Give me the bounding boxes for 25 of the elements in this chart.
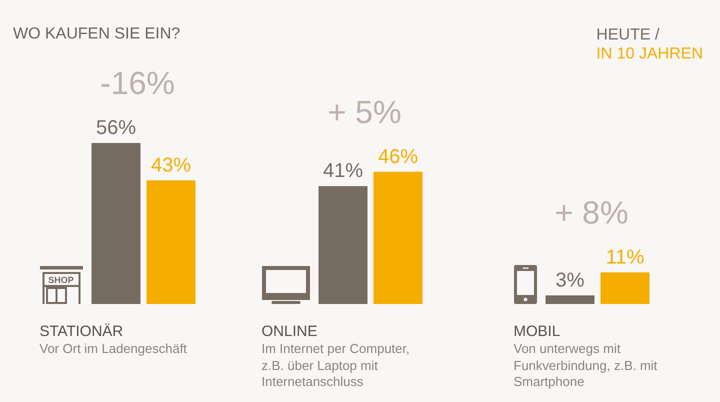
chart-title: WO KAUFEN SIE EIN? [13, 26, 180, 42]
bar [600, 272, 650, 304]
text: Vor Ort im Ladengeschäft [40, 341, 187, 358]
text: -16% [100, 65, 175, 101]
bar [318, 186, 368, 304]
x-tick-label: STATIONÄR [40, 323, 124, 340]
data-label: 41% [322, 160, 364, 182]
bar [92, 143, 140, 304]
x-tick-label: MOBIL [514, 323, 560, 340]
annotation: SHOP [48, 274, 74, 284]
data-label: 46% [378, 146, 418, 168]
x-tick-label: ONLINE [262, 323, 318, 340]
text: Von unterwegs mit Funkverbindung, z.B. mit Smartphone [514, 341, 658, 390]
text: + 5% [328, 94, 402, 130]
bar [374, 172, 422, 304]
bar [146, 180, 196, 304]
bar [546, 295, 594, 304]
text: IN 10 JAHREN [596, 46, 704, 62]
data-label: 56% [96, 117, 136, 139]
data-label: 11% [606, 246, 644, 268]
data-label: 3% [556, 269, 585, 292]
data-label: 43% [150, 154, 192, 176]
annotation: + 8% [554, 194, 628, 230]
text: HEUTE / [596, 26, 660, 44]
text: Im Internet per Computer, z.B. über Laptop mit Internetanschluss [262, 341, 411, 390]
